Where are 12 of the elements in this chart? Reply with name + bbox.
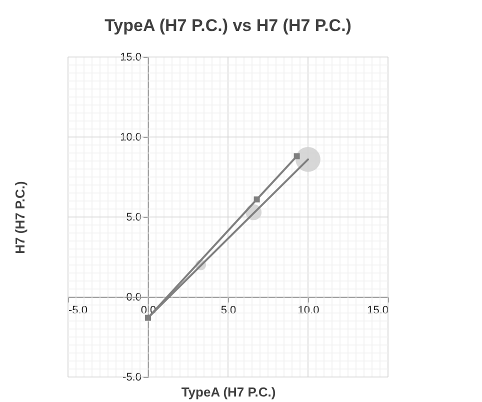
y-tick-label: 10.0	[120, 132, 142, 144]
x-tick-label: -5.0	[68, 304, 88, 316]
y-tick-label: 0.0	[126, 292, 142, 304]
chart-title: TypeA (H7 P.C.) vs H7 (H7 P.C.)	[104, 16, 352, 35]
x-tick-label: 15.0	[367, 304, 388, 316]
y-tick-label: -5.0	[122, 372, 142, 384]
y-axis-title: H7 (H7 P.C.)	[12, 181, 28, 254]
y-tick-label: 15.0	[120, 52, 142, 64]
y-tick-label: 5.0	[126, 212, 142, 224]
x-tick-label: 10.0	[298, 304, 320, 316]
x-tick-label: 5.0	[220, 304, 236, 316]
x-axis-title: TypeA (H7 P.C.)	[181, 384, 276, 400]
